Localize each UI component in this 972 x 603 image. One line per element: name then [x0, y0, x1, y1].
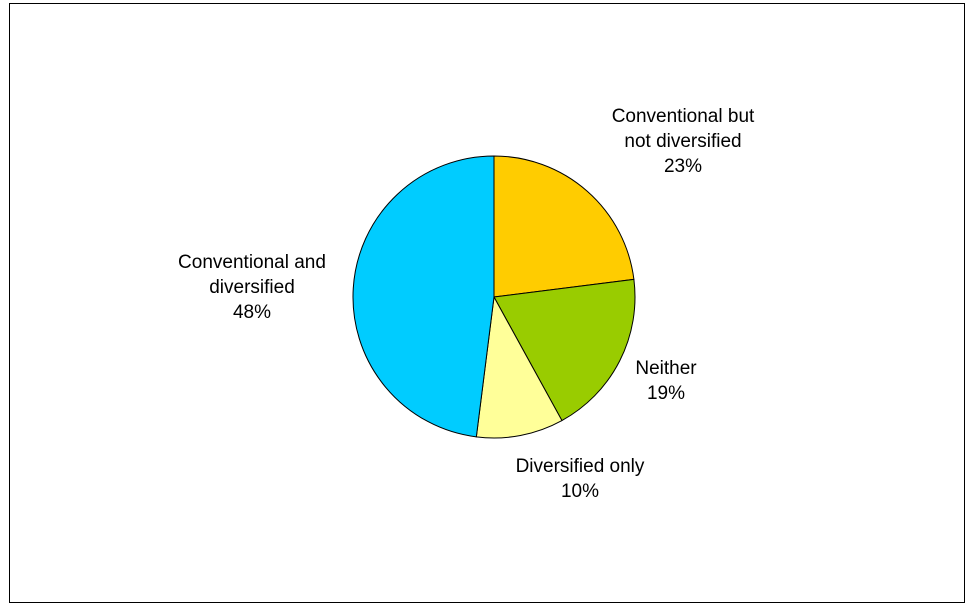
slice-value-label: 23%	[664, 156, 702, 177]
slice-category-label: Diversified only	[516, 456, 645, 477]
pie-slice-2	[475, 295, 563, 439]
pie-chart: Conventional but not diversified 23% Neithe…	[178, 106, 755, 502]
slice-category-label: Neither	[635, 358, 697, 379]
pie-slice-0	[493, 155, 635, 298]
slice-category-label: Conventional but	[612, 106, 755, 127]
slice-label-1: Neither 19%	[635, 358, 697, 404]
slice-value-label: 19%	[647, 383, 685, 404]
slice-category-label: not diversified	[624, 131, 741, 152]
pie-slices	[352, 155, 636, 439]
slice-value-label: 48%	[233, 302, 271, 323]
slice-category-label: diversified	[209, 277, 295, 298]
pie-slice-3	[352, 155, 495, 438]
slice-label-0: Conventional but not diversified 23%	[612, 106, 755, 177]
pie-slice-1	[493, 278, 636, 422]
slice-label-3: Conventional and diversified 48%	[178, 252, 326, 323]
slice-category-label: Conventional and	[178, 252, 326, 273]
pie-labels: Conventional but not diversified 23% Neithe…	[178, 106, 755, 502]
slice-value-label: 10%	[561, 481, 599, 502]
slice-label-2: Diversified only 10%	[516, 456, 645, 502]
